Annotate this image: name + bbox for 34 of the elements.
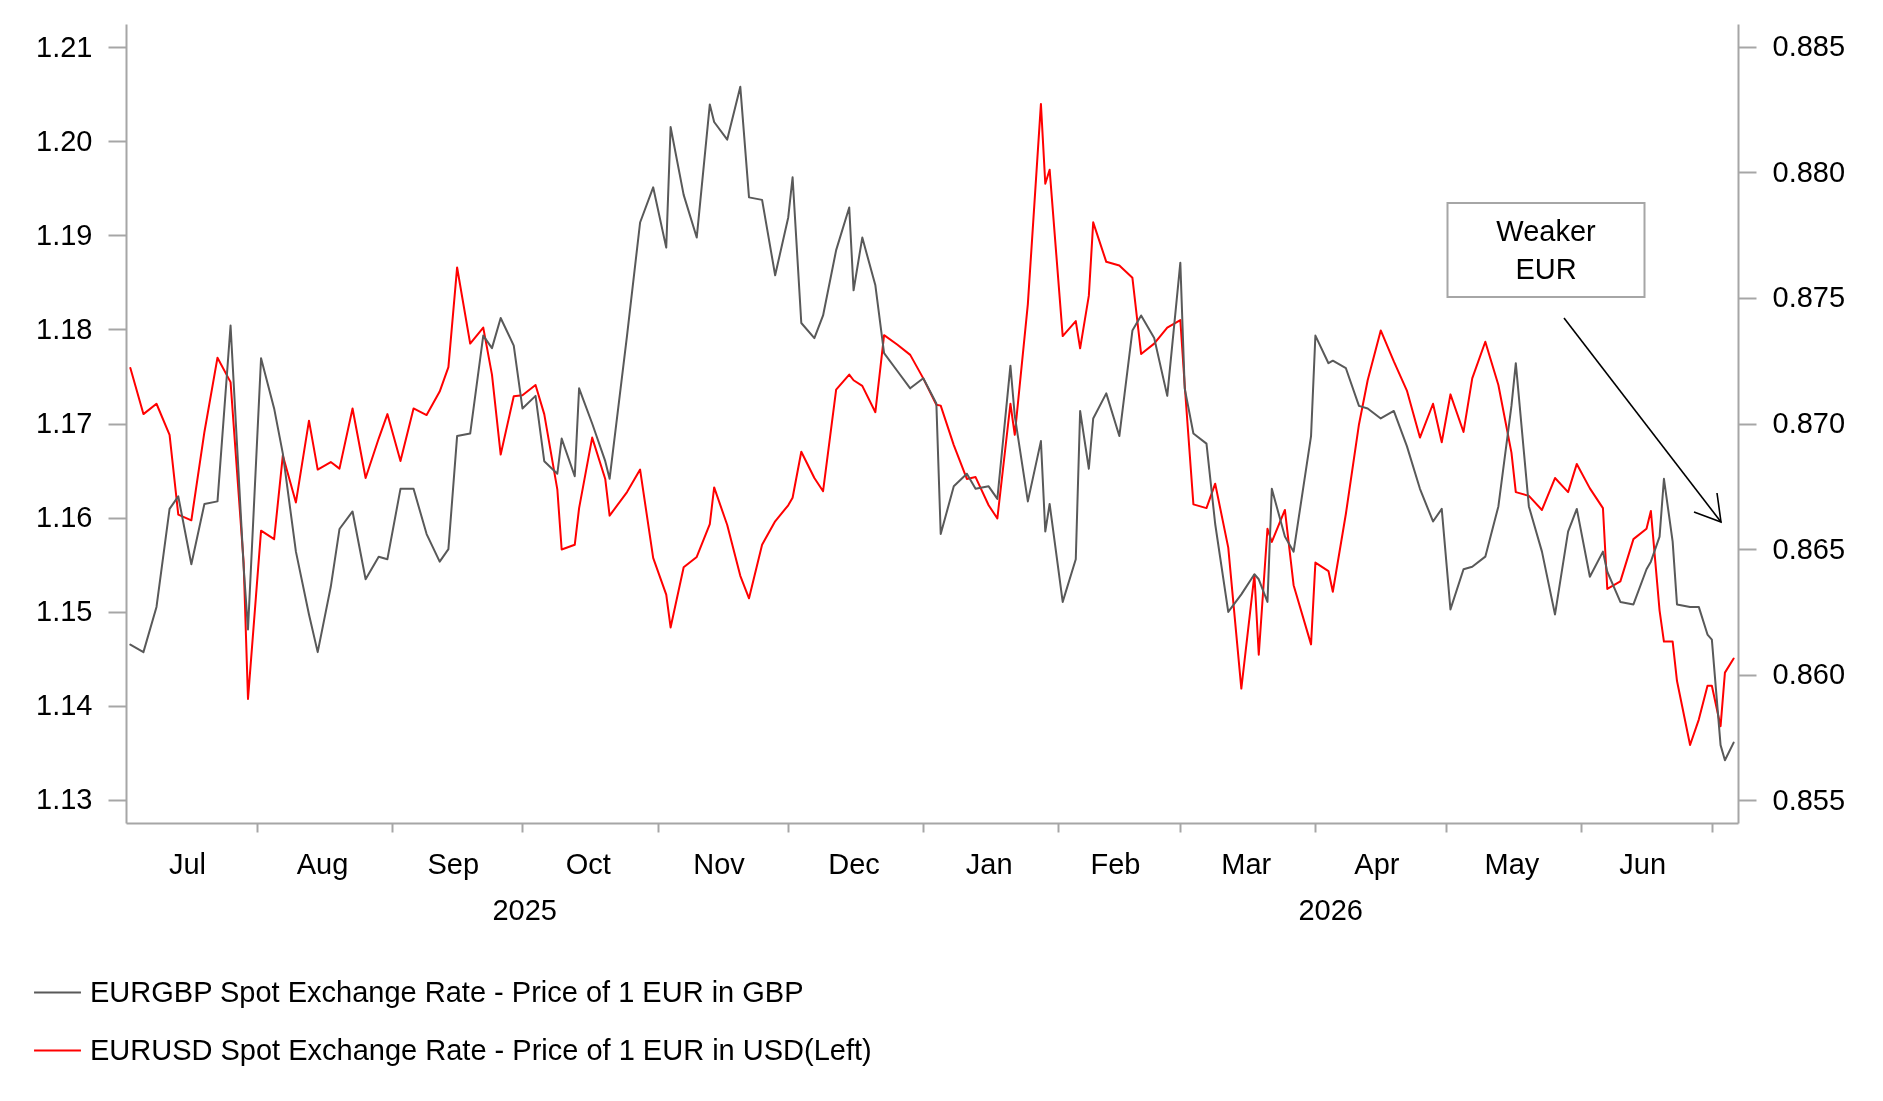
text-box: Weaker EUR — [1446, 202, 1646, 298]
legend-label: EURUSD Spot Exchange Rate - Price of 1 EUR in USD(Left) — [90, 1033, 872, 1066]
y-tick-label: 1.19 — [36, 219, 93, 251]
x-tick-label: Feb — [1090, 847, 1141, 880]
y-tick-label: 1.21 — [36, 31, 93, 63]
x-tick-label: Apr — [1354, 847, 1400, 880]
y2-tick-label: 0.875 — [1772, 281, 1846, 314]
x-tick-label: Mar — [1221, 847, 1272, 880]
x-tick-label: Jul — [168, 847, 207, 880]
x-tick-label: Jun — [1619, 847, 1667, 880]
x-tick-label: Aug — [296, 847, 349, 880]
text: 2026 — [1298, 894, 1363, 926]
y2-tick-label: 0.880 — [1772, 155, 1846, 188]
y2-tick-label: 0.885 — [1772, 30, 1846, 63]
x-tick-label: Dec — [828, 847, 880, 880]
y-tick-label: 1.13 — [36, 783, 93, 815]
y-tick-label: 1.16 — [36, 501, 93, 533]
legend-label: EURGBP Spot Exchange Rate - Price of 1 EUR in GBP — [90, 975, 804, 1008]
y2-tick-label: 0.870 — [1772, 407, 1846, 439]
x-tick-label: May — [1484, 847, 1540, 880]
x-tick-label: Nov — [693, 847, 746, 880]
y-tick-label: 1.17 — [36, 407, 93, 439]
text: 2025 — [492, 894, 557, 926]
y2-tick-label: 0.865 — [1772, 532, 1846, 565]
annotation: Weaker EUR — [1496, 215, 1597, 285]
x-tick-label: Oct — [565, 847, 611, 880]
y2-tick-label: 0.860 — [1772, 658, 1846, 691]
y-tick-label: 1.20 — [36, 125, 93, 157]
x-tick-label: Jan — [965, 847, 1013, 880]
y2-tick-label: 0.855 — [1772, 783, 1846, 816]
x-tick-label: Sep — [427, 847, 480, 880]
y-tick-label: 1.14 — [36, 689, 93, 721]
y-tick-label: 1.18 — [36, 313, 93, 345]
y-tick-label: 1.15 — [36, 595, 93, 627]
